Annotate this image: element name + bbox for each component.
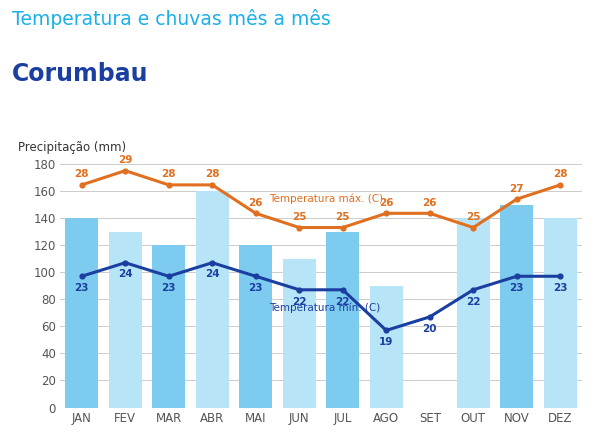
Text: Temperatura máx. (C): Temperatura máx. (C) <box>269 194 383 205</box>
Text: Temperatura e chuvas mês a mês: Temperatura e chuvas mês a mês <box>12 9 331 29</box>
Text: 24: 24 <box>118 269 133 280</box>
Point <box>469 286 478 293</box>
Bar <box>196 191 229 408</box>
Point <box>164 273 173 280</box>
Point <box>121 259 130 266</box>
Point <box>338 224 347 231</box>
Text: 28: 28 <box>205 170 220 179</box>
Point <box>121 167 130 174</box>
Point <box>382 210 391 217</box>
Bar <box>457 218 490 408</box>
Bar <box>544 218 577 408</box>
Text: 25: 25 <box>292 212 307 222</box>
Text: Temperatura mín. (C): Temperatura mín. (C) <box>269 303 380 314</box>
Point <box>295 224 304 231</box>
Text: 24: 24 <box>205 269 220 280</box>
Y-axis label: Precipitação (mm): Precipitação (mm) <box>18 141 127 154</box>
Text: 22: 22 <box>292 296 307 307</box>
Text: 23: 23 <box>509 283 524 293</box>
Point <box>295 286 304 293</box>
Text: 23: 23 <box>161 283 176 293</box>
Bar <box>239 245 272 408</box>
Text: 28: 28 <box>161 170 176 179</box>
Point <box>208 259 217 266</box>
Point <box>469 224 478 231</box>
Bar <box>152 245 185 408</box>
Text: 27: 27 <box>509 184 524 194</box>
Text: 22: 22 <box>335 296 350 307</box>
Text: 25: 25 <box>335 212 350 222</box>
Point <box>556 181 565 188</box>
Point <box>512 273 521 280</box>
Text: 23: 23 <box>248 283 263 293</box>
Point <box>251 210 260 217</box>
Text: 23: 23 <box>74 283 89 293</box>
Bar <box>326 232 359 408</box>
Text: 22: 22 <box>466 296 481 307</box>
Bar <box>109 232 142 408</box>
Bar <box>65 218 98 408</box>
Text: 28: 28 <box>553 170 568 179</box>
Point <box>164 181 173 188</box>
Text: 23: 23 <box>553 283 568 293</box>
Point <box>425 313 434 320</box>
Text: 29: 29 <box>118 155 133 165</box>
Point <box>251 273 260 280</box>
Point <box>77 181 86 188</box>
Bar <box>283 259 316 408</box>
Point <box>208 181 217 188</box>
Point <box>512 195 521 202</box>
Bar <box>500 205 533 408</box>
Text: 26: 26 <box>379 198 394 208</box>
Text: 20: 20 <box>422 324 437 334</box>
Bar <box>370 286 403 408</box>
Point <box>425 210 434 217</box>
Point <box>556 273 565 280</box>
Text: 28: 28 <box>74 170 89 179</box>
Point <box>382 327 391 334</box>
Text: Corumbau: Corumbau <box>12 62 149 86</box>
Text: 25: 25 <box>466 212 481 222</box>
Text: 19: 19 <box>379 337 394 347</box>
Text: 26: 26 <box>248 198 263 208</box>
Text: 26: 26 <box>422 198 437 208</box>
Point <box>338 286 347 293</box>
Point <box>77 273 86 280</box>
